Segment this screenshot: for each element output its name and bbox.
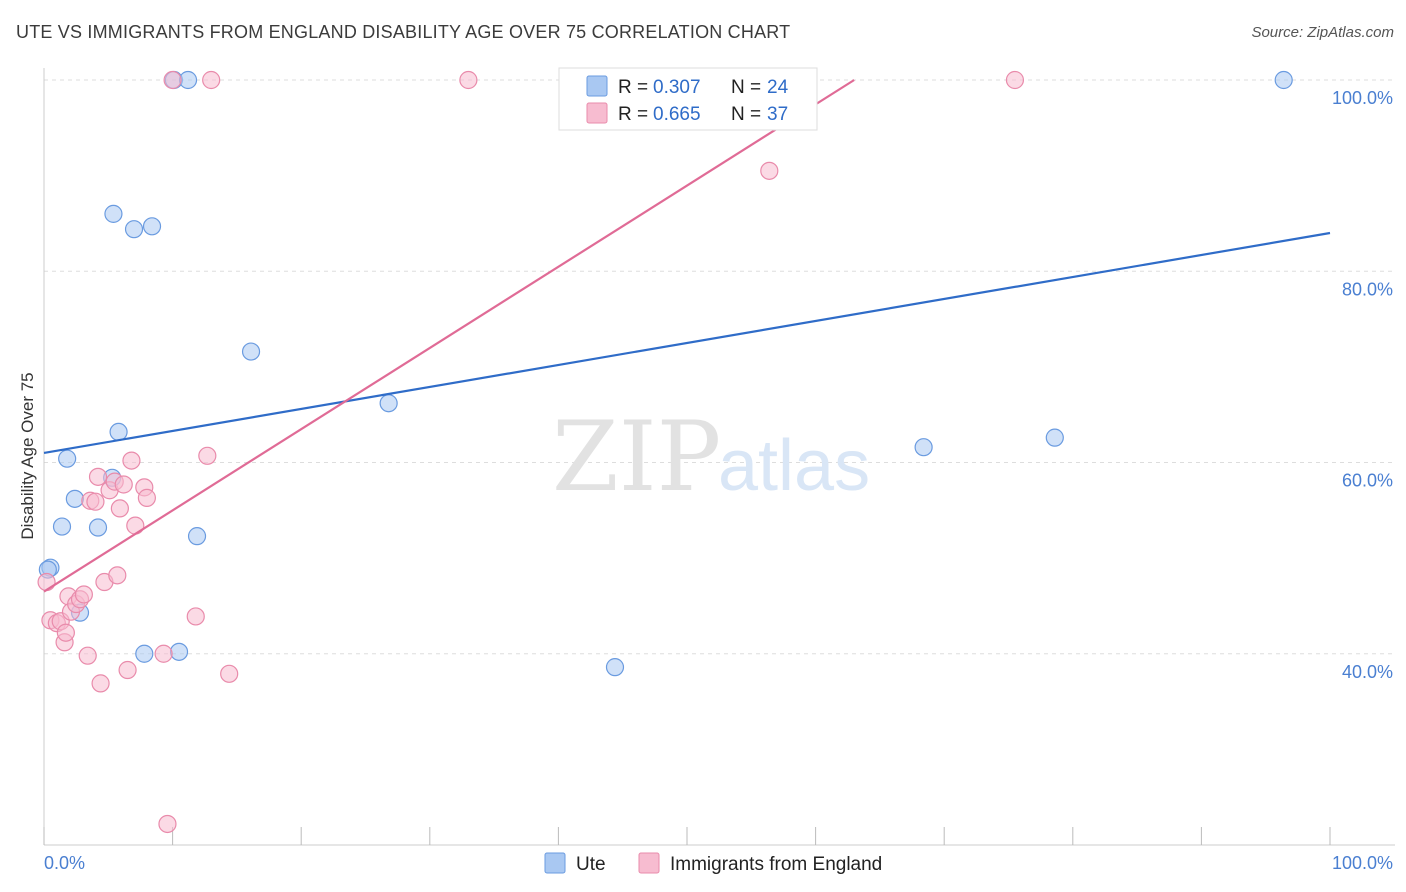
y-tick-label-0: 40.0% — [1342, 662, 1393, 682]
point-england-27 — [154, 644, 173, 663]
watermark: ZIP atlas — [552, 401, 870, 513]
point-england-0 — [37, 572, 56, 592]
legend-n-value-england: 37 — [767, 104, 788, 125]
point-ute-16 — [241, 342, 261, 361]
point-england-22 — [118, 660, 137, 680]
point-england-30 — [186, 607, 205, 626]
trend-line-ute — [43, 231, 1331, 455]
correlation-legend: R = 0.307 N = 24 R = 0.665 N = 37 — [558, 67, 818, 131]
point-england-36 — [1005, 70, 1025, 90]
legend-r-label-england: R = — [618, 104, 648, 125]
chart-title: UTE VS IMMIGRANTS FROM ENGLAND DISABILIT… — [16, 22, 791, 42]
watermark-zip: ZIP — [552, 401, 721, 513]
point-ute-21 — [1045, 428, 1064, 447]
point-ute-14 — [178, 70, 198, 90]
y-tick-label-2: 80.0% — [1342, 279, 1393, 299]
point-ute-15 — [187, 527, 207, 546]
point-ute-13 — [169, 642, 189, 661]
bottom-legend-swatch-england — [638, 852, 660, 874]
point-england-5 — [56, 623, 75, 642]
y-tick-labels: 40.0% 60.0% 80.0% 100.0% — [1332, 88, 1393, 682]
bottom-legend-label-ute: Ute — [576, 854, 606, 875]
legend-n-value-ute: 24 — [767, 77, 789, 98]
watermark-atlas: atlas — [718, 426, 870, 506]
x-tick-label-0: 0.0% — [44, 853, 85, 873]
bottom-legend-swatch-ute — [544, 852, 566, 874]
point-england-29 — [163, 70, 182, 90]
point-ute-11 — [142, 217, 162, 236]
y-axis-title: Disability Age Over 75 — [18, 372, 37, 539]
point-ute-17 — [379, 394, 398, 413]
y-tick-label-3: 100.0% — [1332, 88, 1393, 108]
point-ute-8 — [109, 422, 128, 441]
point-england-14 — [88, 467, 108, 486]
point-england-32 — [202, 70, 221, 90]
point-england-28 — [158, 814, 177, 834]
point-ute-9 — [124, 220, 144, 239]
trend-line-england — [43, 79, 855, 593]
point-ute-10 — [135, 644, 154, 663]
point-england-13 — [86, 492, 105, 511]
point-england-34 — [459, 70, 478, 90]
point-ute-7 — [104, 204, 123, 223]
legend-swatch-england — [586, 102, 608, 124]
point-england-26 — [137, 488, 156, 507]
point-england-21 — [114, 475, 133, 494]
trend-lines — [43, 79, 1331, 593]
point-ute-5 — [88, 518, 108, 537]
point-england-24 — [126, 516, 145, 535]
legend-r-value-england: 0.665 — [653, 104, 701, 125]
point-ute-18 — [605, 658, 625, 677]
point-ute-1 — [52, 517, 72, 536]
series-legend: Ute Immigrants from England — [544, 852, 882, 875]
point-ute-3 — [65, 489, 84, 508]
point-england-19 — [108, 566, 127, 585]
legend-r-value-ute: 0.307 — [653, 77, 701, 98]
point-england-33 — [220, 664, 239, 683]
source-label: Source: ZipAtlas.com — [1251, 24, 1394, 41]
bottom-legend-label-england: Immigrants from England — [670, 854, 882, 875]
point-england-35 — [760, 161, 779, 180]
point-ute-22 — [1274, 70, 1293, 90]
legend-n-label-ute: N = — [731, 77, 761, 98]
axes — [43, 68, 1395, 846]
point-england-23 — [122, 451, 141, 470]
legend-n-label-england: N = — [731, 104, 761, 125]
y-tick-label-1: 60.0% — [1342, 471, 1393, 491]
point-ute-2 — [58, 449, 77, 468]
legend-r-label-ute: R = — [618, 77, 648, 98]
point-england-11 — [78, 646, 97, 665]
point-ute-20 — [914, 438, 933, 457]
point-england-20 — [110, 499, 129, 518]
x-tick-labels: 0.0% 100.0% — [44, 853, 1393, 873]
data-points — [37, 70, 1293, 834]
x-tick-label-1: 100.0% — [1332, 853, 1393, 873]
point-england-10 — [74, 585, 93, 604]
legend-swatch-ute — [586, 75, 608, 97]
point-england-15 — [91, 674, 110, 693]
point-england-31 — [198, 446, 217, 465]
